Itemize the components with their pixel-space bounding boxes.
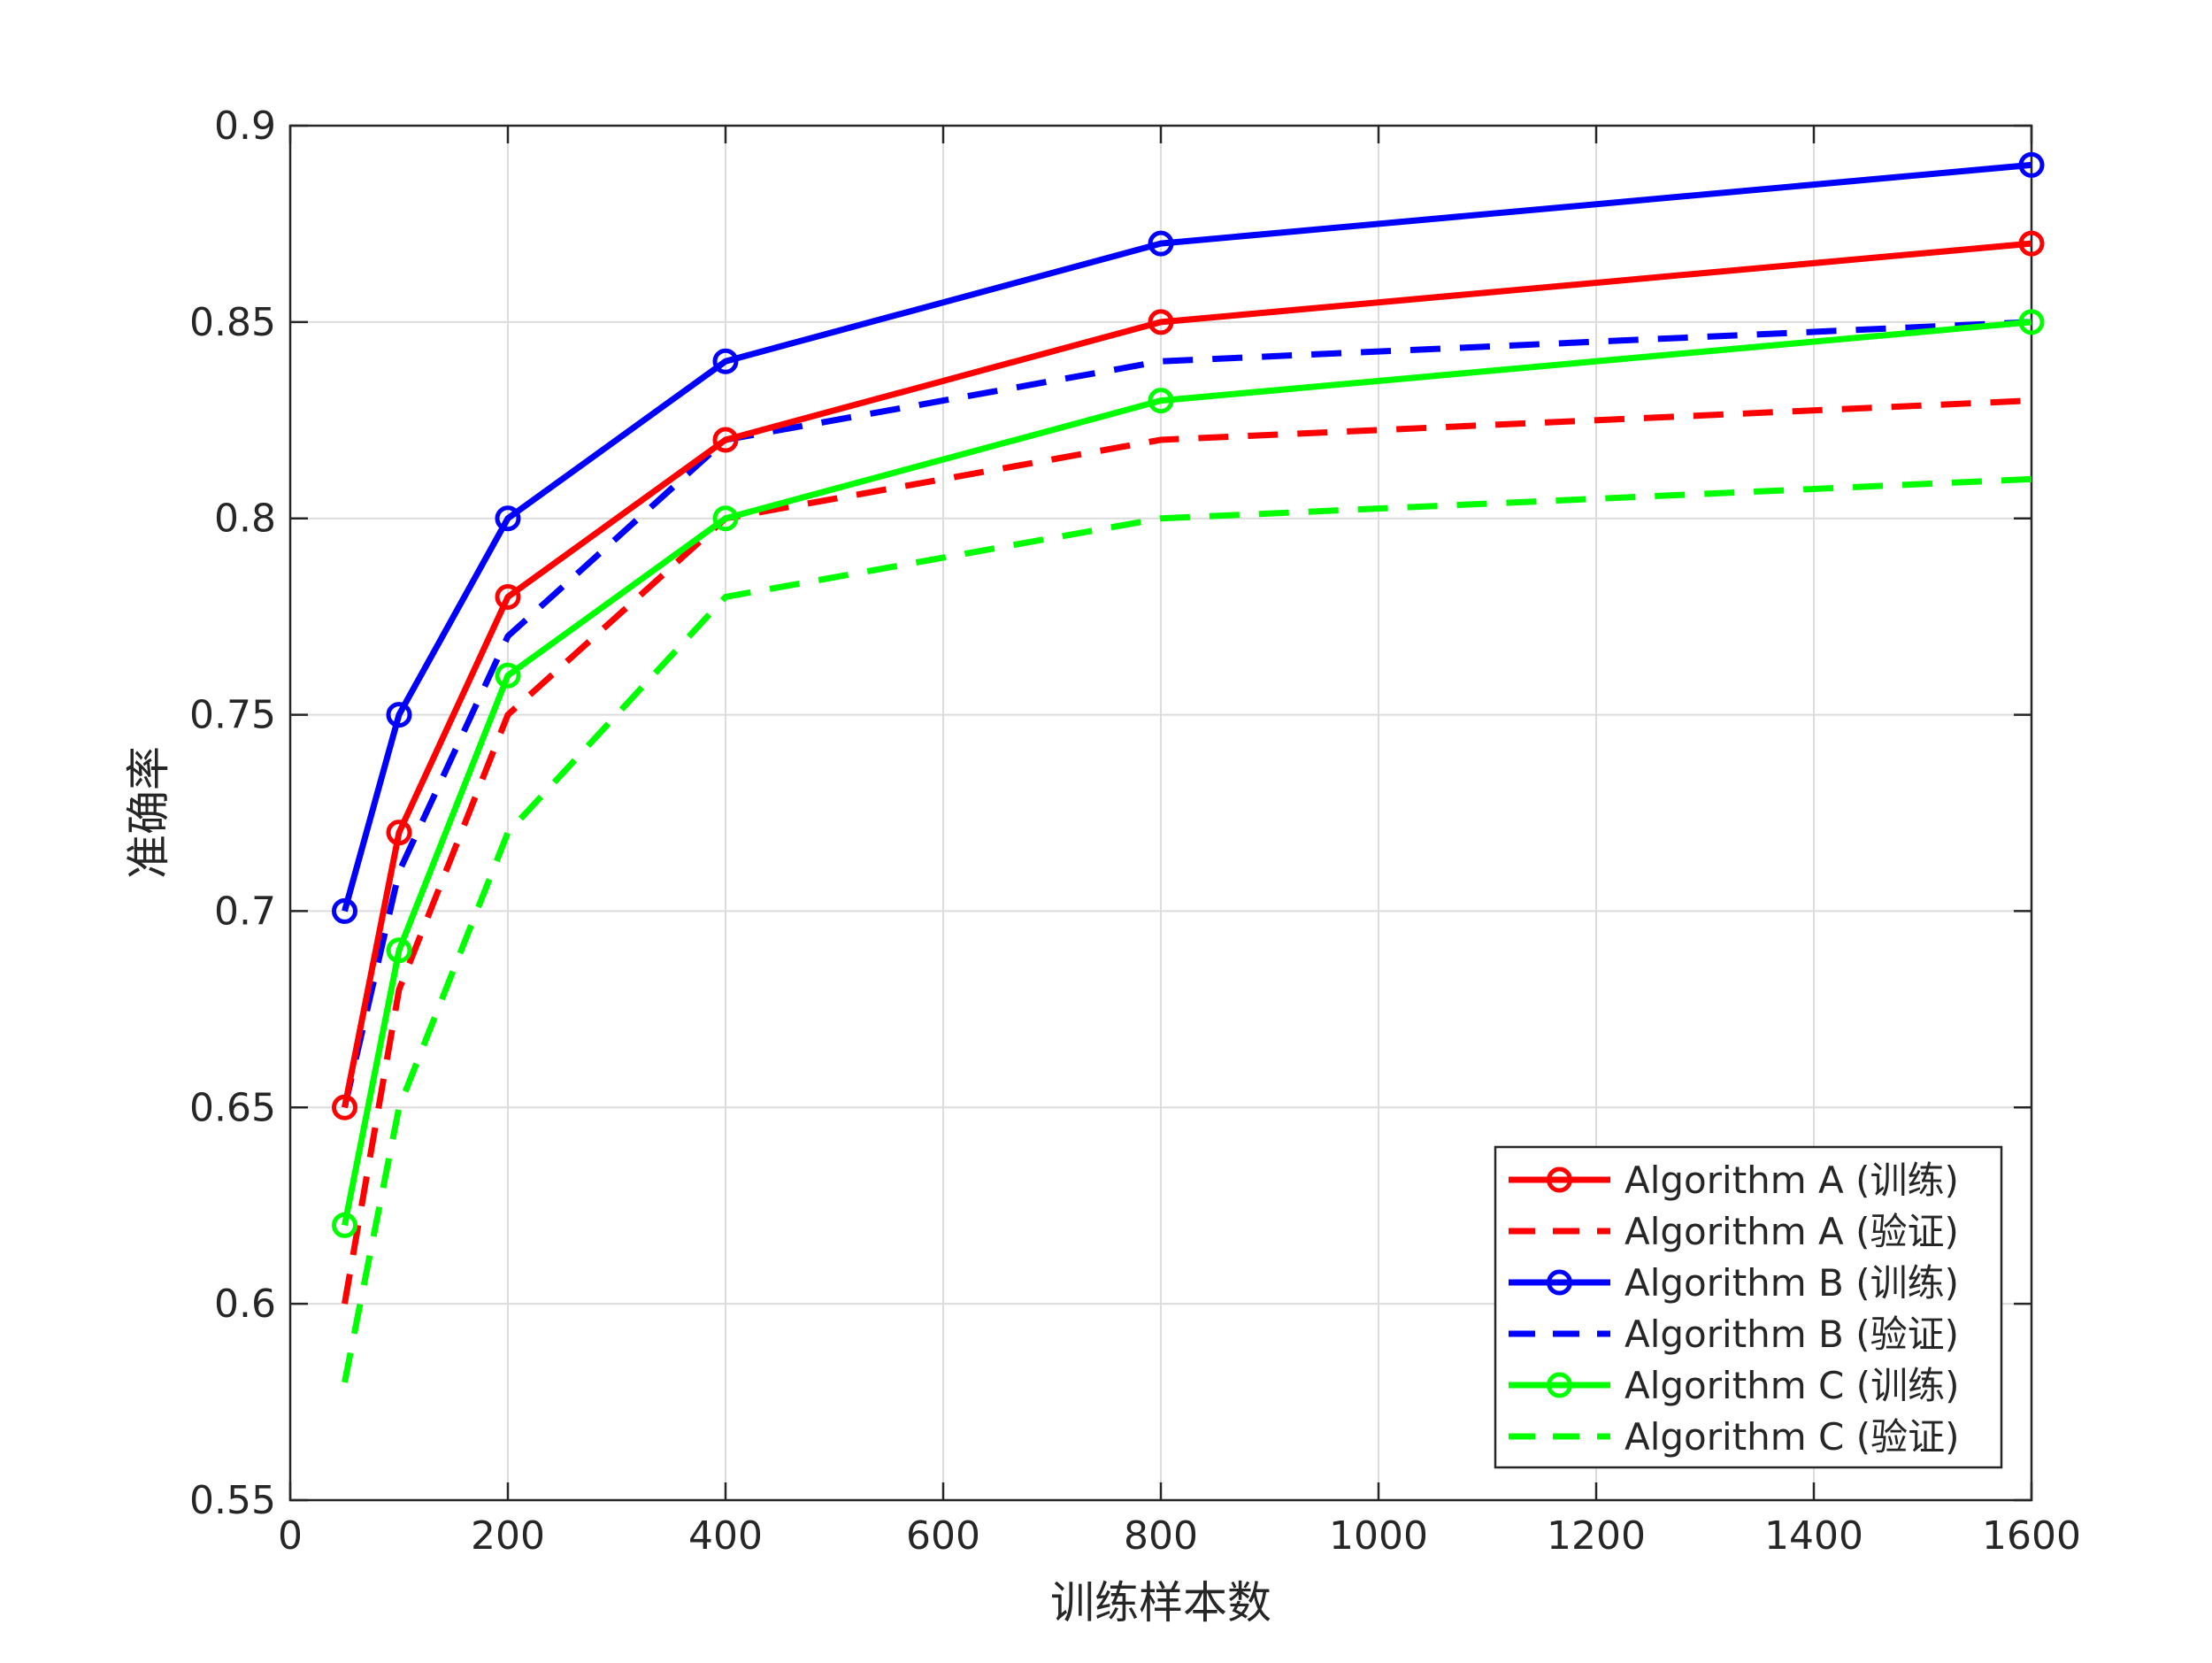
legend-swatch-marker [1547,1372,1572,1398]
data-point-marker [2018,230,2045,257]
y-tick-label: 0.6 [214,1282,276,1327]
x-tick-label: 800 [1124,1513,1198,1559]
data-point-marker [1148,309,1174,335]
x-tick-label: 200 [471,1513,545,1559]
x-tick-label: 1200 [1547,1513,1646,1559]
legend-label: Algorithm C (训练) [1624,1364,1960,1407]
x-tick-label: 1400 [1764,1513,1863,1559]
data-point-marker [2018,151,2045,178]
y-tick-label: 0.8 [214,497,276,542]
data-point-marker [1148,230,1174,257]
y-tick-label: 0.85 [189,300,276,345]
series-line [342,161,2032,912]
y-tick-label: 0.75 [189,693,276,738]
y-tick-label: 0.65 [189,1085,276,1130]
data-point-marker [712,348,739,374]
y-axis-label: 准确率 [123,746,174,879]
data-point-marker [2018,309,2045,335]
x-tick-label: 0 [278,1513,303,1559]
legend-swatch-marker [1547,1269,1572,1296]
data-point-marker [1148,388,1174,414]
y-tick-label: 0.7 [214,889,276,934]
series-line [342,319,2032,1227]
series-layer [332,151,2045,1383]
data-point-marker [332,1212,357,1238]
legend-items: Algorithm A (训练) Algorithm A (验证) Algorith… [1509,1159,1960,1459]
series-line [342,397,2032,1305]
legend-label: Algorithm A (训练) [1624,1159,1959,1202]
legend-label: Algorithm C (验证) [1624,1415,1960,1459]
x-tick-label: 600 [906,1513,980,1559]
y-tick-label: 0.9 [214,104,276,149]
data-point-marker [495,583,521,610]
x-tick-label: 1000 [1329,1513,1428,1559]
data-point-marker [386,820,412,846]
data-point-marker [386,702,412,728]
data-point-marker [332,1094,357,1120]
data-point-marker [495,505,521,532]
tick-layer: 0 200 400 600 800 1000 1200 1400 1600 0.55 0.6 0.65… [189,104,2081,1559]
x-axis-label: 训练样本数 [1050,1577,1271,1628]
data-point-marker [386,937,412,964]
legend: Algorithm A (训练) Algorithm A (验证) Algorith… [1494,1145,2003,1469]
x-tick-label: 1600 [1982,1513,2081,1559]
data-point-marker [712,505,739,532]
y-tick-label: 0.55 [189,1478,276,1523]
series-line [342,240,2032,1108]
legend-swatch-marker [1547,1166,1572,1193]
x-tick-label: 400 [688,1513,763,1559]
legend-label: Algorithm B (训练) [1624,1261,1959,1305]
data-point-marker [712,427,739,453]
data-point-marker [495,662,521,689]
legend-label: Algorithm A (验证) [1624,1210,1959,1253]
legend-box [1494,1145,2003,1469]
series-line [342,319,2032,1109]
data-point-marker [332,897,357,924]
legend-label: Algorithm B (验证) [1624,1313,1959,1356]
